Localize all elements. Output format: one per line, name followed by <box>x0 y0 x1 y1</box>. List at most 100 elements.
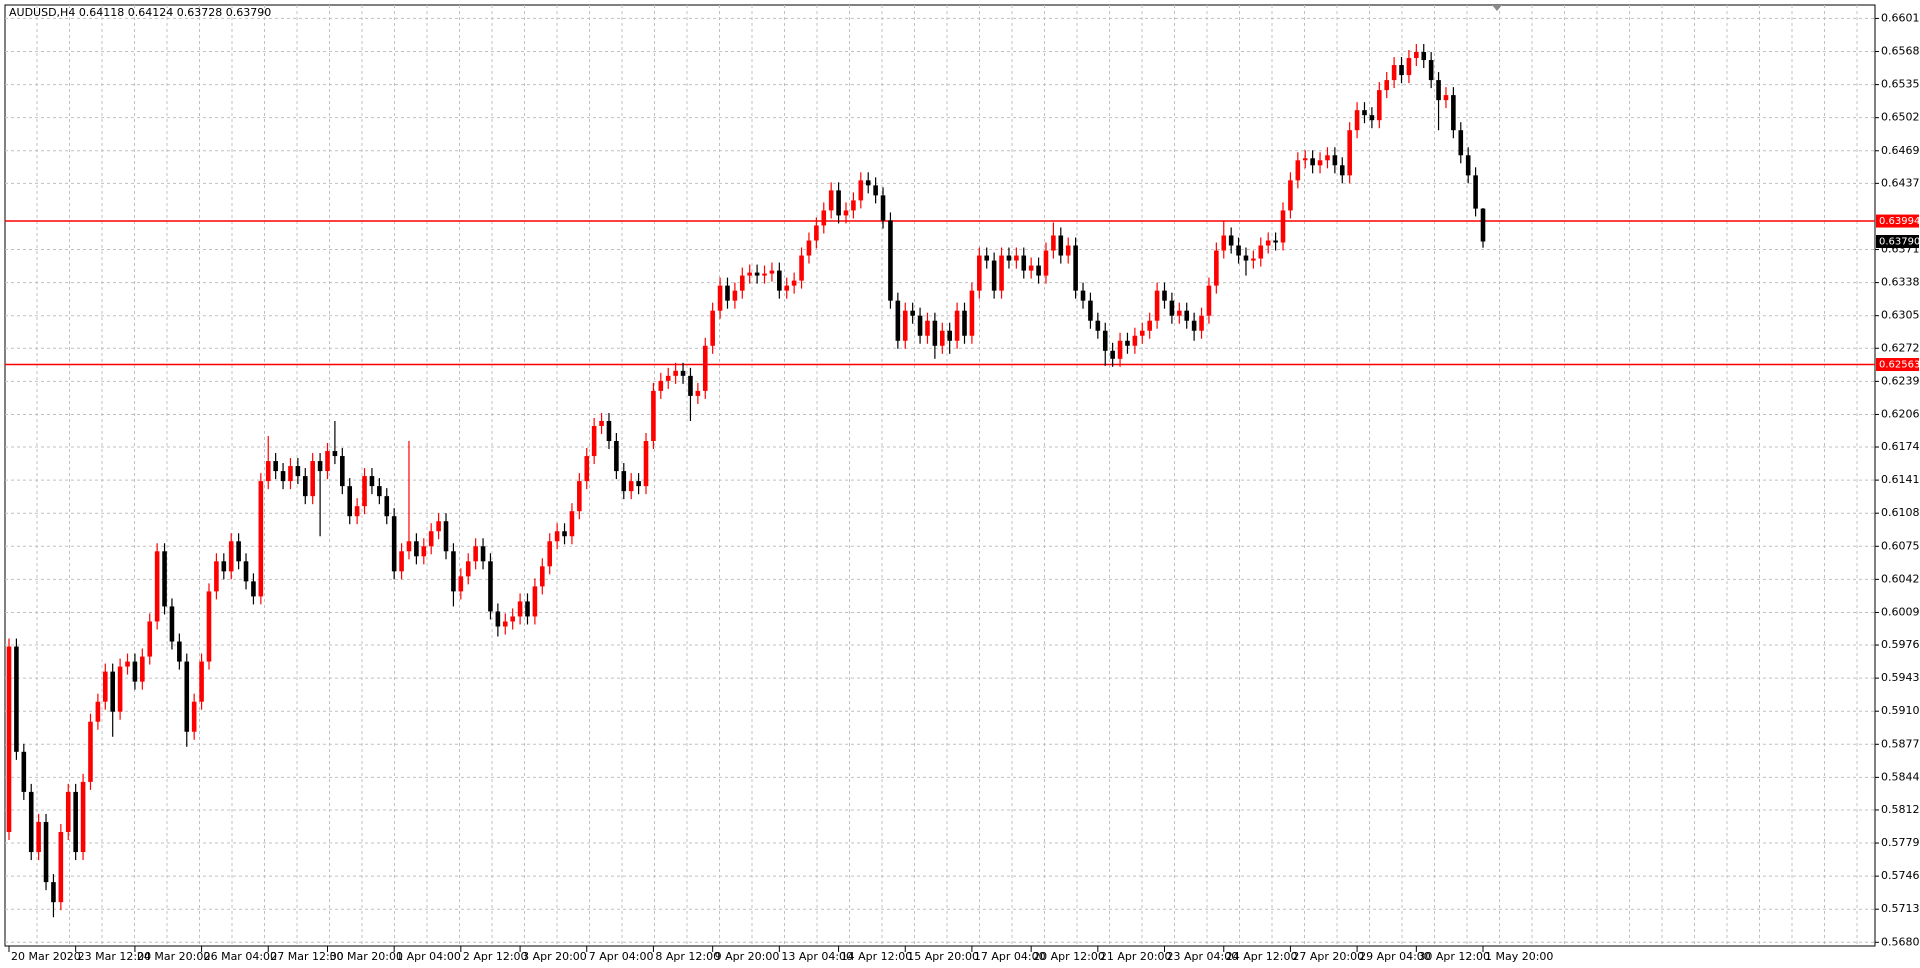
candle-body <box>1480 208 1486 242</box>
candle-body <box>80 781 86 853</box>
x-tick-label: 27 Mar 12:00 <box>270 950 343 963</box>
candle-body <box>369 476 375 487</box>
x-tick-label: 29 Apr 04:00 <box>1359 950 1431 963</box>
candle-body <box>917 315 923 336</box>
candle-body <box>821 210 827 226</box>
candle-body <box>858 180 864 201</box>
candle-body <box>443 521 449 552</box>
candle-body <box>362 476 367 507</box>
candle-body <box>1406 58 1412 76</box>
candle-body <box>1436 80 1441 101</box>
candle-body <box>1058 235 1064 256</box>
candle-body <box>177 641 182 662</box>
candle-body <box>939 330 945 346</box>
candle-body <box>317 461 323 472</box>
y-tick-label: 0.58445 <box>1881 770 1920 783</box>
candle-body <box>451 551 456 592</box>
candle-body <box>510 616 515 622</box>
candle-body <box>673 370 678 376</box>
candle-body <box>1147 320 1152 331</box>
candle-body <box>191 701 197 732</box>
candle-body <box>1384 80 1390 91</box>
candle-body <box>1191 320 1197 331</box>
candle-body <box>1065 245 1071 256</box>
candle-body <box>732 290 738 301</box>
candle-body <box>332 451 338 457</box>
candle-body <box>562 531 567 537</box>
candle-body <box>1339 165 1345 176</box>
candle-body <box>1199 315 1204 331</box>
x-tick-label: 30 Apr 12:00 <box>1418 950 1490 963</box>
candles <box>5 43 1875 918</box>
candle-body <box>36 821 41 853</box>
x-tick-label: 3 Apr 20:00 <box>522 950 587 963</box>
candle-body <box>695 390 701 396</box>
price-label: 0.62563 <box>1879 360 1920 371</box>
candle-body <box>932 320 938 346</box>
x-tick-label: 24 Apr 12:00 <box>1226 950 1298 963</box>
y-tick-label: 0.62725 <box>1881 341 1920 354</box>
candle-body <box>73 791 78 853</box>
candle-body <box>717 285 723 311</box>
candle-body <box>1317 160 1323 166</box>
candle-body <box>436 521 441 532</box>
x-tick-label: 15 Apr 20:00 <box>907 950 979 963</box>
candle-body <box>873 185 878 196</box>
candle-body <box>502 621 508 627</box>
y-tick-label: 0.66015 <box>1881 11 1920 24</box>
candle-body <box>1125 340 1130 346</box>
candle-body <box>1095 320 1101 331</box>
candle-body <box>799 255 804 281</box>
candle-body <box>265 461 271 482</box>
candle-body <box>1139 330 1145 336</box>
candle-body <box>258 481 264 597</box>
candle-body <box>1399 65 1404 76</box>
candle-body <box>1473 175 1478 209</box>
x-tick-label: 7 Apr 04:00 <box>589 950 654 963</box>
candle-body <box>754 272 760 276</box>
x-tick-label: 20 Mar 2020 <box>11 950 81 963</box>
x-tick-label: 26 Mar 04:00 <box>204 950 277 963</box>
candle-body <box>651 390 656 442</box>
candle-body <box>1214 250 1219 286</box>
y-tick-label: 0.59435 <box>1881 671 1920 684</box>
candle-body <box>1110 350 1115 359</box>
candle-body <box>6 646 12 833</box>
candle-body <box>843 210 849 216</box>
candle-body <box>665 375 671 381</box>
candle-body <box>1080 290 1086 301</box>
candle-body <box>21 751 27 792</box>
candle-body <box>1021 255 1027 271</box>
x-tick-label: 21 Apr 20:00 <box>1100 950 1172 963</box>
candle-body <box>554 531 560 542</box>
candle-body <box>621 471 627 492</box>
candle-body <box>406 541 412 552</box>
candle-body <box>414 541 419 557</box>
candle-body <box>969 290 975 336</box>
candle-body <box>391 516 397 572</box>
candle-body <box>28 791 34 853</box>
candle-body <box>384 496 390 517</box>
candle-body <box>1177 310 1182 316</box>
candle-body <box>102 671 108 702</box>
candle-body <box>1117 340 1123 359</box>
y-tick-label: 0.65355 <box>1881 78 1920 91</box>
candle-body <box>228 541 234 572</box>
current-price-box <box>1876 235 1919 249</box>
candle-body <box>1354 110 1360 131</box>
candle-body <box>1169 300 1175 316</box>
candle-body <box>880 195 886 221</box>
chart-shift-marker <box>1492 5 1502 11</box>
candle-body <box>88 721 93 782</box>
candle-body <box>702 345 708 391</box>
candle-body <box>1184 310 1190 321</box>
x-tick-label: 8 Apr 12:00 <box>655 950 720 963</box>
candle-body <box>532 586 538 617</box>
candle-body <box>125 661 130 667</box>
candle-body <box>814 225 819 241</box>
candle-body <box>117 666 123 712</box>
